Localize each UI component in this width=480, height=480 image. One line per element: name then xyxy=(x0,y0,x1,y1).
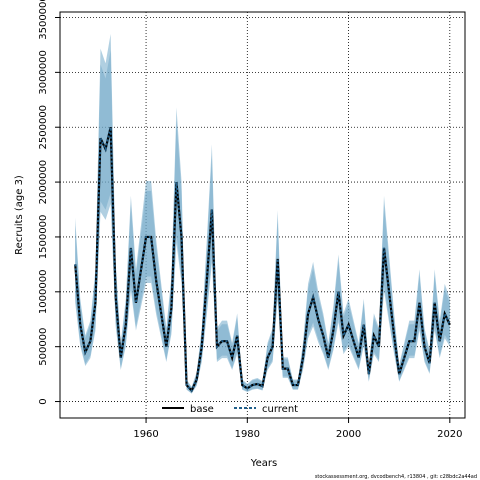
y-tick-label-5: 2500000 xyxy=(38,105,49,150)
footer-credit: stockassessment.org, dvcodbench4, r13804… xyxy=(315,474,477,480)
y-tick-label-2: 1000000 xyxy=(38,270,49,315)
y-tick-label-6: 3000000 xyxy=(38,50,49,95)
y-tick-label-1: 500000 xyxy=(38,328,49,366)
x-tick-label-0: 1960 xyxy=(133,429,158,440)
legend-current-label: current xyxy=(262,404,298,415)
band-current xyxy=(75,50,450,394)
confidence-bands xyxy=(75,33,450,394)
y-axis-ticks: 0 500000 1000000 1500000 2000000 2500000 30000… xyxy=(38,0,60,405)
legend: base current xyxy=(162,404,298,415)
y-tick-label-0: 0 xyxy=(38,398,49,404)
y-tick-label-4: 2000000 xyxy=(38,160,49,205)
x-tick-label-3: 2020 xyxy=(437,429,462,440)
band-base xyxy=(75,33,450,394)
x-tick-label-1: 1980 xyxy=(235,429,260,440)
y-tick-label-3: 1500000 xyxy=(38,215,49,260)
y-tick-label-7: 3500000 xyxy=(38,0,49,40)
series-lines xyxy=(74,126,451,393)
plot-frame xyxy=(59,11,466,419)
line-current xyxy=(74,127,451,393)
x-axis-title: Years xyxy=(250,458,277,469)
legend-base-label: base xyxy=(190,404,214,415)
x-axis-ticks: 1960 1980 2000 2020 xyxy=(133,418,463,440)
x-tick-label-2: 2000 xyxy=(336,429,361,440)
y-axis-title: Recruits (age 3) xyxy=(14,175,25,255)
